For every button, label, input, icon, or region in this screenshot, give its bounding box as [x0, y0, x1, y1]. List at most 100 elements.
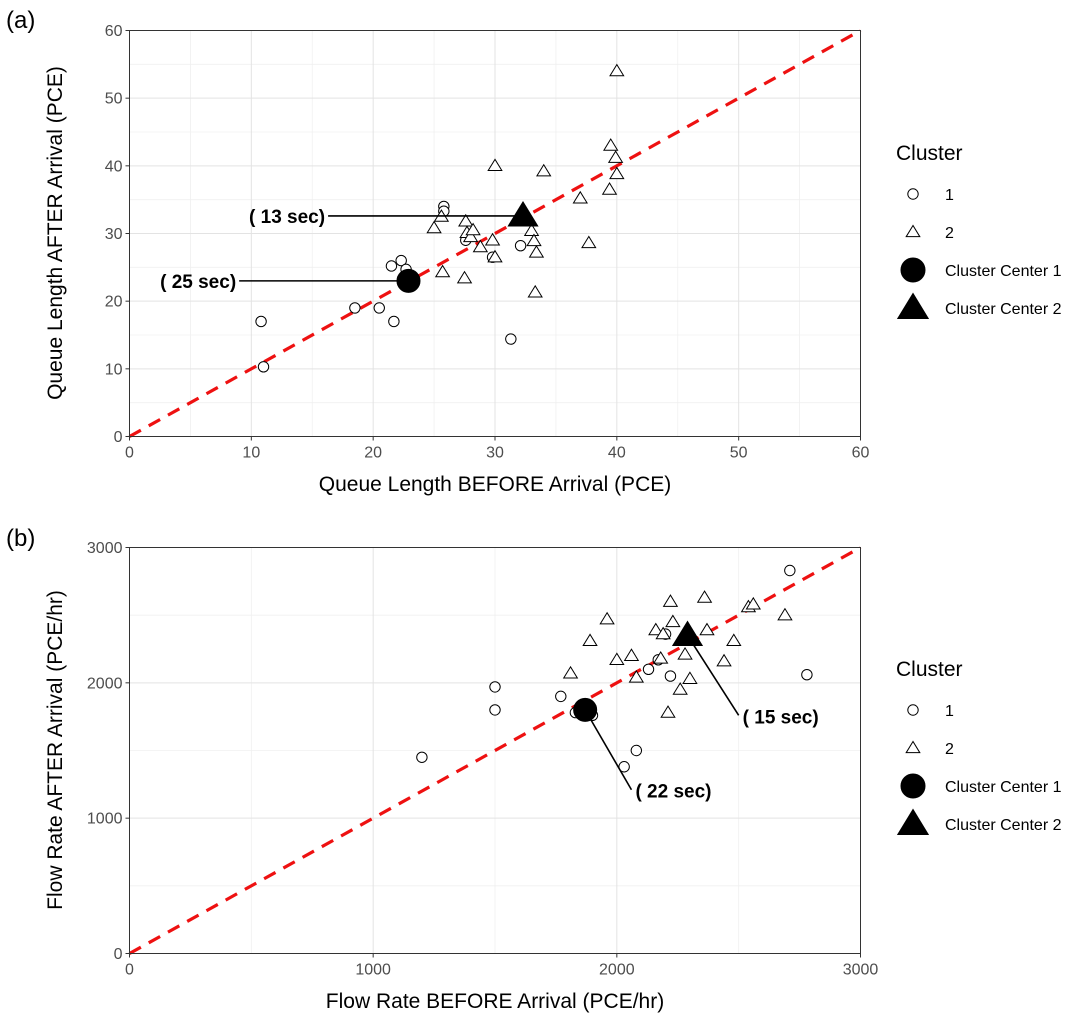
- cluster-2-point: [609, 166, 625, 180]
- cluster-1-point: [388, 315, 400, 328]
- cluster-2-point: [484, 232, 501, 246]
- cluster-2-point: [655, 626, 671, 640]
- panel-b-annotations: ( 22 sec) ( 15 sec): [584, 635, 819, 803]
- cluster-2-point: [487, 158, 503, 172]
- cluster-2-point: [526, 233, 542, 247]
- cluster-1-point: [373, 302, 385, 314]
- y-tick-label: 0: [114, 429, 123, 446]
- panel-b-points: [416, 564, 813, 773]
- y-tick-label: 20: [105, 294, 123, 311]
- cluster-2-point: [528, 244, 545, 258]
- panel-b-y-axis-title: Flow Rate AFTER Arrival (PCE/hr): [44, 590, 67, 910]
- cluster-1-point: [630, 744, 643, 757]
- x-tick-label: 40: [608, 445, 626, 462]
- cluster-2-point: [672, 682, 688, 695]
- panel-a-y-axis-title: Queue Length AFTER Arrival (PCE): [44, 66, 67, 400]
- cluster-1-point: [784, 564, 796, 577]
- cluster-2-point: [682, 671, 698, 684]
- cluster-2-point: [601, 182, 618, 195]
- cluster-2-point: [462, 229, 479, 243]
- annotation-leader-line: [686, 635, 740, 716]
- y-tick-label: 1000: [87, 811, 123, 828]
- cluster-2-point: [696, 590, 713, 603]
- cluster-1-point: [664, 670, 677, 682]
- cluster-2-point: [599, 611, 615, 625]
- annotation-label: ( 13 sec): [249, 207, 325, 228]
- cluster-2-point: [628, 669, 645, 683]
- annotation-label: ( 25 sec): [160, 272, 236, 293]
- cluster-2-point: [562, 665, 579, 679]
- cluster-1-point: [489, 704, 501, 716]
- legend-open-triangle-key: [905, 224, 921, 238]
- cluster-2-point: [527, 284, 543, 298]
- cluster-2-point: [652, 651, 669, 664]
- cluster-2-point: [662, 594, 679, 607]
- reference-line-y-equals-x: [128, 29, 862, 438]
- y-tick-label: 40: [105, 158, 123, 175]
- cluster-1-point: [801, 669, 813, 681]
- cluster-2-point: [581, 235, 597, 249]
- legend-label: Cluster Center 2: [945, 817, 1062, 834]
- y-tick-label: 30: [105, 226, 123, 243]
- reference-line-y-equals-x: [128, 546, 862, 955]
- x-tick-label: 0: [125, 445, 134, 462]
- cluster-2-point: [487, 249, 503, 263]
- legend-label: 2: [945, 741, 954, 758]
- cluster-2-point: [523, 223, 540, 236]
- panel-a: (a) ( 25 sec) ( 13 sec) 0 10 20 30 40 50 60 0 10 2…: [6, 7, 1062, 496]
- cluster-1-point: [489, 681, 501, 693]
- cluster-1-point: [385, 260, 398, 272]
- x-tick-label: 20: [364, 445, 382, 462]
- legend-label: Cluster Center 2: [945, 301, 1062, 318]
- cluster-1-point: [555, 690, 567, 703]
- cluster-2-point: [677, 646, 693, 660]
- annotation-label: ( 15 sec): [743, 707, 819, 728]
- annotation-leader-line: [584, 709, 633, 791]
- panel-b-reference-line: [128, 546, 862, 955]
- panel-b-ticks: 0 1000 2000 3000 0 1000 2000 3000: [87, 540, 878, 979]
- cluster-2-point: [456, 270, 473, 284]
- panel-a-reference-line: [128, 29, 862, 438]
- cluster-2-point: [472, 239, 489, 253]
- y-tick-label: 0: [114, 946, 123, 963]
- cluster-2-point: [607, 150, 624, 163]
- cluster-2-point: [726, 633, 742, 647]
- cluster-2-point: [582, 633, 598, 647]
- panel-b: (b) ( 22 sec) ( 15 sec) 0 1000 2000 3000 0 100…: [6, 525, 1062, 1013]
- legend-open-triangle-key: [905, 740, 921, 754]
- legend-label: 1: [945, 187, 954, 204]
- legend-open-circle-key: [907, 188, 919, 200]
- cluster-1-point: [514, 239, 527, 252]
- cluster-2-point: [777, 607, 793, 621]
- cluster-2-point: [434, 264, 451, 278]
- panel-a-legend: Cluster 1 2 Cluster Center 1 Cluster Center …: [896, 142, 1062, 319]
- cluster-2-point: [648, 622, 664, 636]
- panel-a-label: (a): [6, 7, 35, 34]
- x-tick-label: 3000: [843, 962, 879, 979]
- legend-filled-triangle-key: [896, 808, 930, 835]
- cluster-1-point: [257, 361, 270, 373]
- cluster-2-point: [603, 138, 619, 151]
- cluster-2-point: [609, 63, 625, 77]
- y-tick-label: 50: [105, 91, 123, 108]
- y-tick-label: 60: [105, 23, 123, 40]
- cluster-2-point: [426, 220, 442, 234]
- legend-filled-circle-key: [900, 257, 926, 283]
- cluster-2-point: [536, 163, 552, 177]
- x-tick-label: 30: [486, 445, 504, 462]
- y-tick-label: 10: [105, 361, 123, 378]
- legend-label: Cluster Center 1: [945, 779, 1062, 796]
- legend-open-circle-key: [907, 704, 919, 716]
- panel-b-border: [129, 547, 861, 954]
- legend-title: Cluster: [896, 142, 963, 165]
- cluster-1-point: [416, 751, 428, 763]
- x-tick-label: 50: [730, 445, 748, 462]
- annotation-label: ( 22 sec): [635, 782, 711, 803]
- cluster-2-point: [660, 705, 676, 718]
- x-tick-label: 1000: [355, 962, 391, 979]
- x-tick-label: 0: [125, 962, 134, 979]
- cluster-2-point: [745, 596, 762, 610]
- panel-b-x-axis-title: Flow Rate BEFORE Arrival (PCE/hr): [326, 990, 664, 1013]
- legend-label: 1: [945, 703, 954, 720]
